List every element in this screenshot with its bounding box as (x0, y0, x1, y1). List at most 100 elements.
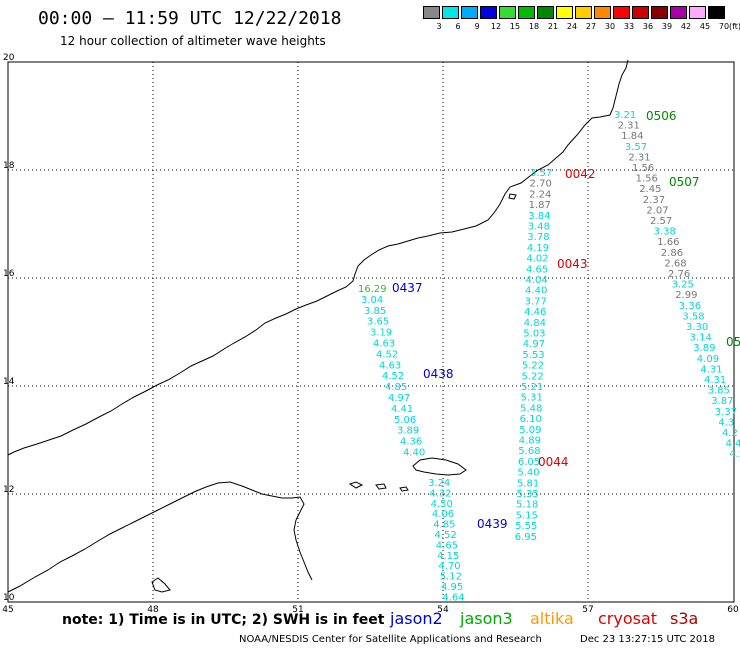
satellite-label-s3a: s3a (670, 609, 699, 628)
swh-value: 3.85 (364, 306, 386, 317)
swh-value: 6.95 (515, 532, 537, 543)
legend-swatch (461, 6, 478, 19)
legend-label: 36 (642, 22, 654, 31)
swh-value: 4.06 (432, 509, 454, 520)
axis-labels: 45 48 51 54 57 60 20 18 16 14 12 10 (2, 53, 739, 615)
swh-value: 3.04 (361, 295, 383, 306)
swh-value: 4.32 (429, 488, 451, 499)
small-island-5 (508, 193, 517, 200)
swh-value: 5.31 (521, 393, 543, 404)
pass-time-label: 0506 (646, 109, 677, 123)
swh-value: 3.37 (715, 407, 737, 418)
swh-value: 4.85 (385, 382, 407, 393)
swh-value: 2.86 (661, 248, 683, 259)
legend-swatch (499, 6, 516, 19)
swh-value: 5.12 (440, 572, 462, 583)
swh-value: 4.63 (379, 360, 401, 371)
legend-label: 9 (474, 22, 480, 31)
swh-value: 3.19 (370, 328, 392, 339)
swh-value: 2.70 (530, 179, 552, 190)
socotra-island (412, 457, 467, 476)
legend-swatch (632, 6, 649, 19)
swh-value: 4.70 (438, 561, 460, 572)
swh-value: 4.36 (400, 437, 422, 448)
satellite-label-cryosat: cryosat (598, 609, 658, 628)
swh-value: 4.31 (704, 375, 726, 386)
legend-swatch (708, 6, 725, 19)
legend-swatch (537, 6, 554, 19)
legend-label: 30 (604, 22, 616, 31)
swh-value: 4.46 (524, 307, 546, 318)
legend-label: 45 (699, 22, 711, 31)
lon-label: 57 (582, 605, 593, 615)
lat-label: 20 (3, 53, 15, 63)
swh-value: 4.41 (391, 404, 413, 415)
swh-value: 3.14 (690, 333, 712, 344)
swh-value: 5.68 (518, 446, 540, 457)
legend-label: 3 (436, 22, 442, 31)
small-island-3 (399, 486, 409, 492)
swh-value: 5.22 (522, 361, 544, 372)
swh-value: 5.55 (515, 521, 537, 532)
lon-label: 60 (727, 605, 739, 615)
swh-value: 1.87 (529, 200, 551, 211)
swh-value: 4.97 (523, 339, 545, 350)
lon-label: 45 (2, 605, 13, 615)
swh-value: 4.89 (519, 436, 541, 447)
legend-swatch (556, 6, 573, 19)
pass-time-label: 0043 (557, 257, 588, 271)
swh-value: 4.31 (700, 364, 722, 375)
small-island-2 (375, 483, 387, 490)
legend-label: 39 (661, 22, 673, 31)
swh-value: 4.85 (433, 520, 455, 531)
swh-value: 4.02 (526, 254, 548, 265)
swh-value: 6.05 (518, 457, 540, 468)
swh-value: 4.65 (526, 264, 548, 275)
swh-value: 1.56 (632, 163, 654, 174)
swh-value: 2.07 (646, 205, 668, 216)
swh-value: 5.15 (516, 510, 538, 521)
swh-value: 3.38 (654, 227, 676, 238)
map-frame (7, 61, 735, 603)
legend-label: 70 (718, 22, 730, 31)
legend-label: 27 (585, 22, 597, 31)
swh-value: 5.48 (520, 403, 542, 414)
swh-value: 4.63 (373, 339, 395, 350)
swh-value: 5.35 (517, 489, 539, 500)
lon-label: 51 (292, 605, 303, 615)
pass-time-label: 0437 (392, 281, 423, 295)
legend-label: 12 (490, 22, 502, 31)
swh-value: 2.31 (628, 152, 650, 163)
legend-label: 15 (509, 22, 521, 31)
swh-value: 1.66 (657, 237, 679, 248)
swh-value: 3.65 (367, 317, 389, 328)
lon-label: 54 (437, 605, 449, 615)
satellite-label-altika: altika (530, 609, 574, 628)
swh-value: 4.2 (722, 428, 738, 439)
swh-value: 2.24 (529, 189, 551, 200)
swh-value: 4.52 (435, 530, 457, 541)
legend-swatch (518, 6, 535, 19)
credit-text: NOAA/NESDIS Center for Satellite Applica… (239, 634, 542, 645)
swh-value: 4.95 (441, 582, 463, 593)
legend-swatch (651, 6, 668, 19)
swh-value: 5.40 (517, 468, 539, 479)
legend-swatch (689, 6, 706, 19)
legend-label: 24 (566, 22, 578, 31)
swh-value: 5.21 (521, 382, 543, 393)
map-title: 00:00 – 11:59 UTC 12/22/2018 (38, 8, 342, 29)
swh-value: 5.22 (521, 371, 543, 382)
swh-value: 4.04 (526, 275, 548, 286)
swh-value: 2.45 (639, 184, 661, 195)
swh-value: 4.50 (431, 499, 453, 510)
swh-value: 2.31 (618, 121, 640, 132)
swh-value: 3.89 (397, 426, 419, 437)
swh-value: 4.52 (382, 371, 404, 382)
pass-time-label: 0439 (477, 517, 508, 531)
lat-label: 18 (3, 161, 15, 171)
coastline-africa (7, 481, 313, 593)
swh-value: 2.76 (668, 269, 690, 280)
small-island-4 (151, 577, 171, 593)
swh-value: 5.03 (523, 329, 545, 340)
legend-label: 33 (623, 22, 635, 31)
